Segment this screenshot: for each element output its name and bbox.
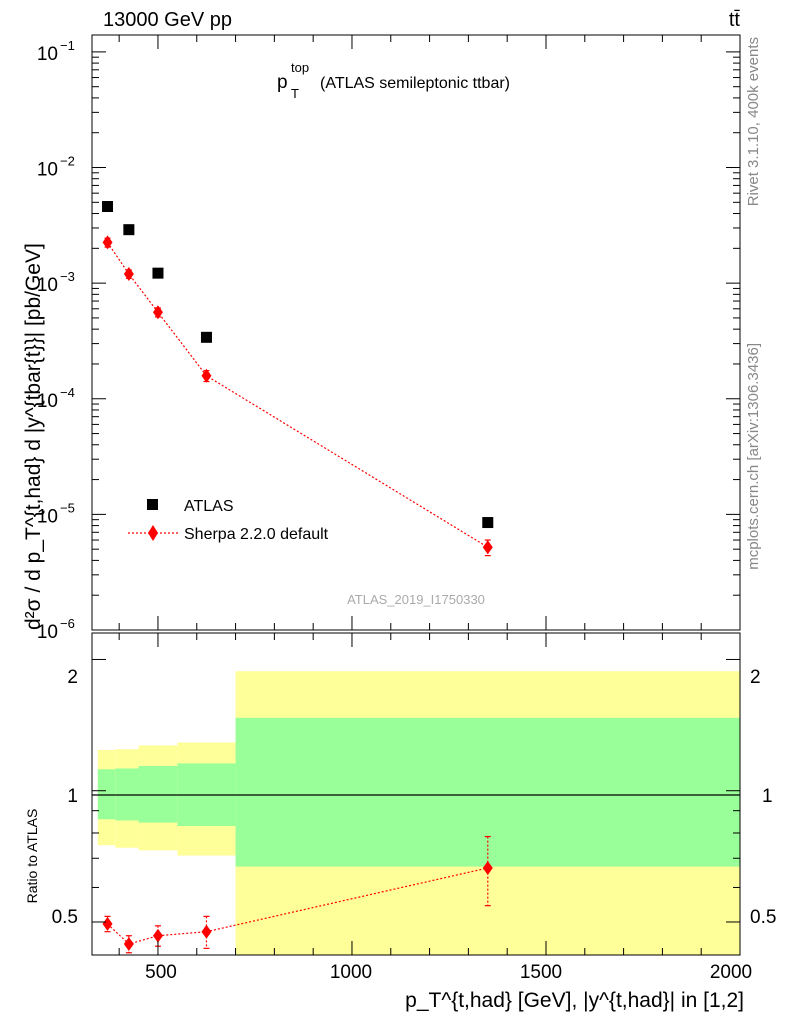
xtick-label-2000: 2000 — [710, 962, 752, 983]
main-title-sub: T — [291, 86, 299, 101]
ratio-ytick-label-1: 1 — [67, 786, 78, 807]
main-ytick-label-exp: −3 — [60, 269, 75, 284]
analysis-id-label: ATLAS_2019_I1750330 — [347, 592, 485, 607]
process-label: tt̄ — [729, 9, 741, 31]
main-ticks — [92, 35, 741, 631]
sherpa-point — [482, 540, 493, 555]
main-ytick-label-base: 10 — [37, 275, 58, 296]
legend-atlas-label: ATLAS — [184, 498, 234, 515]
main-ytick-label-base: 10 — [37, 391, 58, 412]
sherpa-line — [107, 242, 489, 548]
ratio-band-inner — [97, 769, 116, 820]
atlas-point — [123, 224, 135, 236]
sherpa-point — [123, 266, 134, 281]
ratio-sherpa-point — [123, 937, 134, 952]
atlas-point — [200, 331, 212, 343]
main-title: p — [277, 72, 288, 93]
ratio-bands — [97, 671, 741, 955]
mcplots-label: mcplots.cern.ch [arXiv:1306.3436] — [745, 343, 762, 570]
main-title-p: p — [277, 72, 288, 93]
ratio-ytick-label-0.5-right: 0.5 — [750, 907, 776, 928]
ratio-panel: Ratio to ATLAS 2 1 0.5 2 1 0.5 500 1000 … — [24, 632, 776, 1012]
legend-sherpa-label: Sherpa 2.2.0 default — [184, 526, 329, 543]
ratio-sherpa-point — [201, 924, 212, 939]
rivet-label: Rivet 3.1.10, 400k events — [745, 37, 762, 206]
main-ytick-label-base: 10 — [37, 622, 58, 643]
ratio-ytick-label-0.5: 0.5 — [52, 907, 78, 928]
legend: ATLAS Sherpa 2.2.0 default — [128, 498, 329, 543]
ratio-sherpa-point — [482, 860, 493, 875]
ratio-ytick-label-1-right: 1 — [762, 786, 773, 807]
main-ylabel: d²σ / d p_T^{t,had} d |y^{tbar{t}}| [pb/… — [22, 243, 45, 630]
legend-atlas-marker — [147, 499, 158, 510]
ratio-sherpa-point — [102, 916, 113, 931]
main-ytick-label-exp: −5 — [60, 500, 75, 515]
sherpa-point — [102, 235, 113, 250]
xtick-label-1000: 1000 — [330, 962, 372, 983]
atlas-point — [152, 267, 164, 279]
xtick-label-500: 500 — [145, 962, 177, 983]
ratio-band-inner — [138, 765, 178, 823]
ratio-sherpa-point — [152, 928, 163, 943]
main-ytick-label-exp: −4 — [60, 385, 75, 400]
main-title-rest: (ATLAS semileptonic ttbar) — [320, 75, 510, 92]
main-ytick-label-base: 10 — [37, 44, 58, 65]
legend-sherpa-marker — [148, 525, 158, 541]
ratio-ticks — [92, 633, 741, 955]
atlas-point — [102, 201, 114, 213]
main-plot-frame — [91, 34, 741, 631]
main-ytick-label-exp: −6 — [60, 616, 75, 631]
xlabel: p_T^{t,had} [GeV], |y^{t,had}| in [1,2] — [405, 989, 744, 1012]
ratio-ylabel: Ratio to ATLAS — [24, 809, 40, 904]
main-title-sup: top — [291, 60, 309, 75]
atlas-point — [482, 517, 494, 529]
xtick-label-1500: 1500 — [520, 962, 562, 983]
ratio-sherpa-line — [107, 867, 488, 945]
sherpa-point — [201, 368, 212, 383]
ratio-band-inner — [235, 717, 741, 867]
energy-label: 13000 GeV pp — [103, 9, 232, 31]
ratio-plot-frame — [91, 632, 741, 956]
ratio-ytick-label-2: 2 — [67, 667, 78, 688]
ratio-ytick-label-2-right: 2 — [750, 667, 761, 688]
main-ytick-label-base: 10 — [37, 160, 58, 181]
main-ytick-labels: 10−110−210−310−410−510−6 — [37, 38, 75, 643]
main-ytick-label-exp: −2 — [60, 154, 75, 169]
main-ytick-label-base: 10 — [37, 506, 58, 527]
main-panel: p top T (ATLAS semileptonic ttbar) d²σ /… — [22, 34, 741, 643]
sherpa-point — [152, 305, 163, 320]
main-ytick-label-exp: −1 — [60, 38, 75, 53]
